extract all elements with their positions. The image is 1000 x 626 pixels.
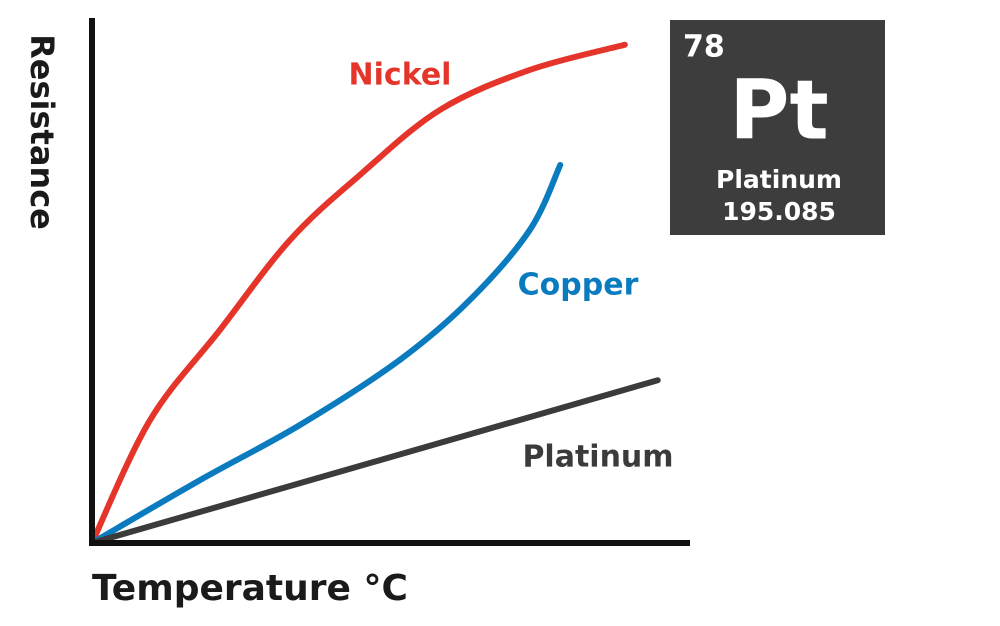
series-line — [89, 377, 661, 546]
series-label: Platinum — [522, 440, 673, 475]
series-line — [89, 162, 564, 546]
axes — [89, 18, 690, 546]
tile-background — [670, 20, 885, 235]
y-axis-title: Resistance — [23, 34, 61, 230]
series-label: Nickel — [349, 58, 452, 93]
series-line — [89, 41, 628, 546]
series-label: Copper — [518, 268, 639, 303]
element-symbol: Pt — [729, 63, 828, 158]
atomic-mass: 195.085 — [722, 197, 836, 226]
atomic-number: 78 — [683, 30, 725, 65]
element-tile: 78 Pt Platinum 195.085 — [670, 20, 885, 235]
element-name: Platinum — [716, 165, 842, 194]
x-axis-title: Temperature °C — [92, 568, 408, 609]
